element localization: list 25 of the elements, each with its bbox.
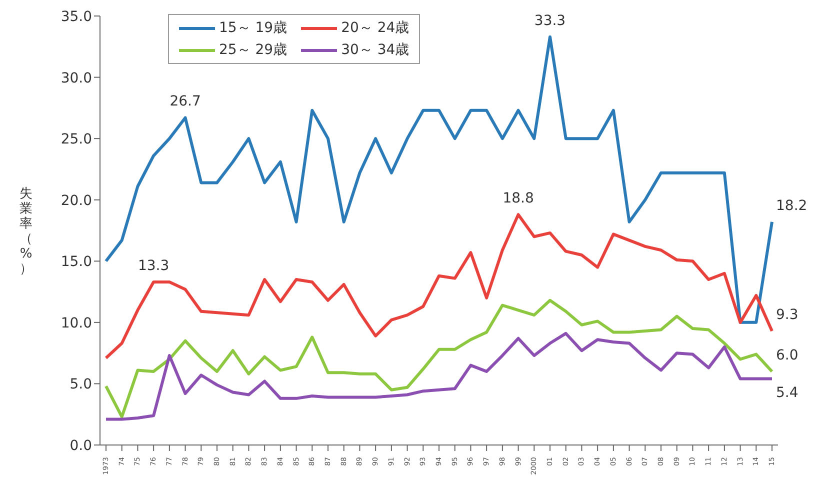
y-tick-label: 30.0 bbox=[60, 70, 92, 86]
line-series bbox=[104, 298, 774, 418]
y-tick-label: 20.0 bbox=[60, 192, 92, 209]
y-tick-label: 5.0 bbox=[70, 376, 92, 393]
data-label: 13.3 bbox=[138, 258, 170, 274]
legend-label: 15～ 19歳 bbox=[219, 19, 288, 37]
line-series bbox=[104, 213, 774, 360]
data-label: 5.4 bbox=[776, 384, 798, 401]
data-label: 18.8 bbox=[502, 190, 534, 207]
legend-label: 30～ 34歳 bbox=[341, 41, 410, 59]
data-label: 33.3 bbox=[534, 12, 566, 29]
legend-label: 20～ 24歳 bbox=[341, 19, 410, 37]
legend-label: 25～ 29歳 bbox=[219, 41, 288, 59]
data-label: 9.3 bbox=[776, 307, 798, 324]
data-label: 18.2 bbox=[776, 198, 808, 214]
y-tick-label: 25.0 bbox=[60, 132, 92, 148]
y-axis-title: 失業率（%） bbox=[20, 186, 32, 277]
data-label: 6.0 bbox=[776, 347, 798, 364]
y-tick-label: 15.0 bbox=[60, 254, 92, 270]
line-series bbox=[104, 35, 774, 324]
y-tick-label: 35.0 bbox=[60, 8, 92, 25]
y-tick-label: 0.0 bbox=[70, 438, 92, 454]
line-series bbox=[104, 332, 774, 421]
data-label: 26.7 bbox=[170, 94, 201, 110]
y-tick-label: 10.0 bbox=[60, 315, 92, 332]
